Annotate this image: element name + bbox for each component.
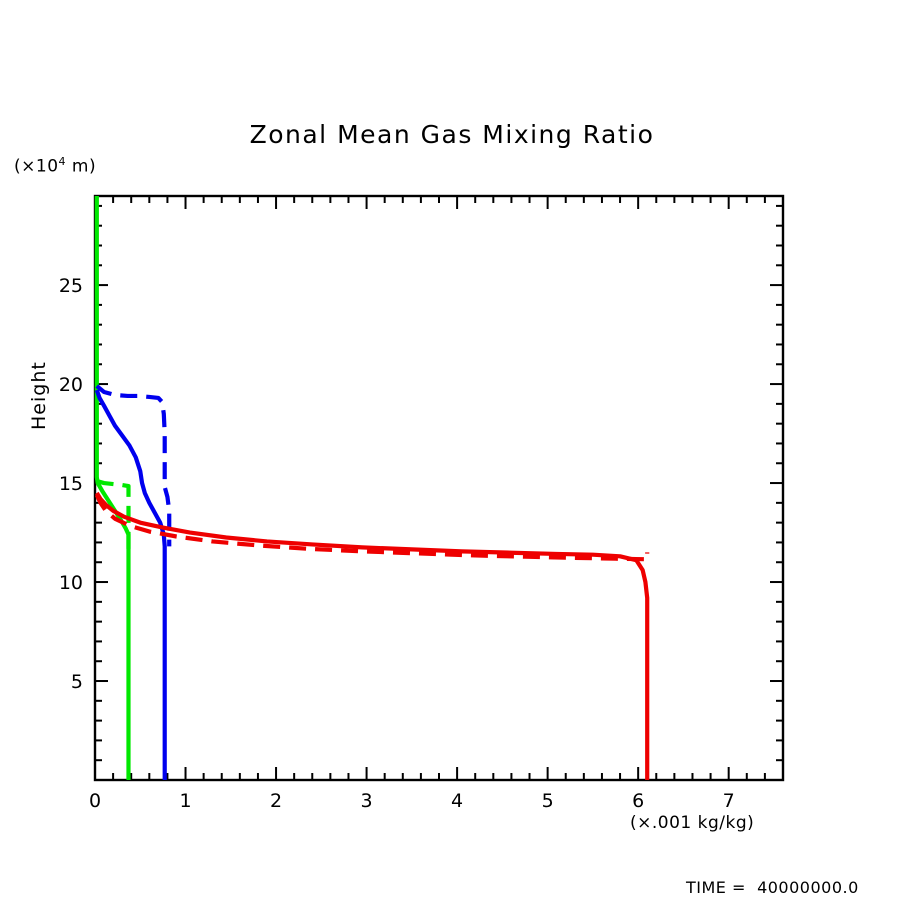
y-unit-suffix: m) (66, 156, 97, 177)
x-tick-label: 3 (361, 790, 373, 812)
series-line-blue-dashed (95, 384, 172, 547)
x-tick-label: 1 (179, 790, 191, 812)
x-tick-label: 5 (542, 790, 554, 812)
x-tick-label: 0 (89, 790, 101, 812)
y-tick-label: 15 (59, 473, 83, 495)
tick-labels-layer: 0 1 2 3 4 5 6 7 5 10 15 20 25 (59, 275, 735, 812)
y-tick-label: 20 (59, 374, 83, 396)
series-line-green-dashed (96, 479, 131, 553)
x-tick-label: 2 (270, 790, 282, 812)
page-title: Zonal Mean Gas Mixing Ratio (249, 120, 655, 149)
plot-frame (93, 194, 785, 782)
x-tick-label: 7 (723, 790, 735, 812)
series-line-blue-solid (94, 389, 167, 780)
x-axis-unit-label: (×.001 kg/kg) (630, 813, 755, 833)
y-tick-label: 5 (71, 671, 83, 693)
series-line-red-solid (95, 491, 650, 780)
time-annotation: TIME = 40000000.0 (686, 878, 859, 897)
x-tick-label: 6 (632, 790, 644, 812)
x-tick-label: 4 (451, 790, 463, 812)
series-line-green-solid (94, 196, 131, 780)
y-axis-unit-label: (×104 m) (14, 155, 96, 177)
series-layer (94, 196, 650, 780)
series-line-red-dashed (94, 494, 650, 562)
y-unit-exponent: 4 (58, 155, 67, 168)
y-unit-prefix: (×10 (14, 156, 59, 177)
y-tick-label: 10 (59, 572, 83, 594)
y-tick-label: 25 (59, 275, 83, 297)
axes-layer (93, 194, 785, 782)
